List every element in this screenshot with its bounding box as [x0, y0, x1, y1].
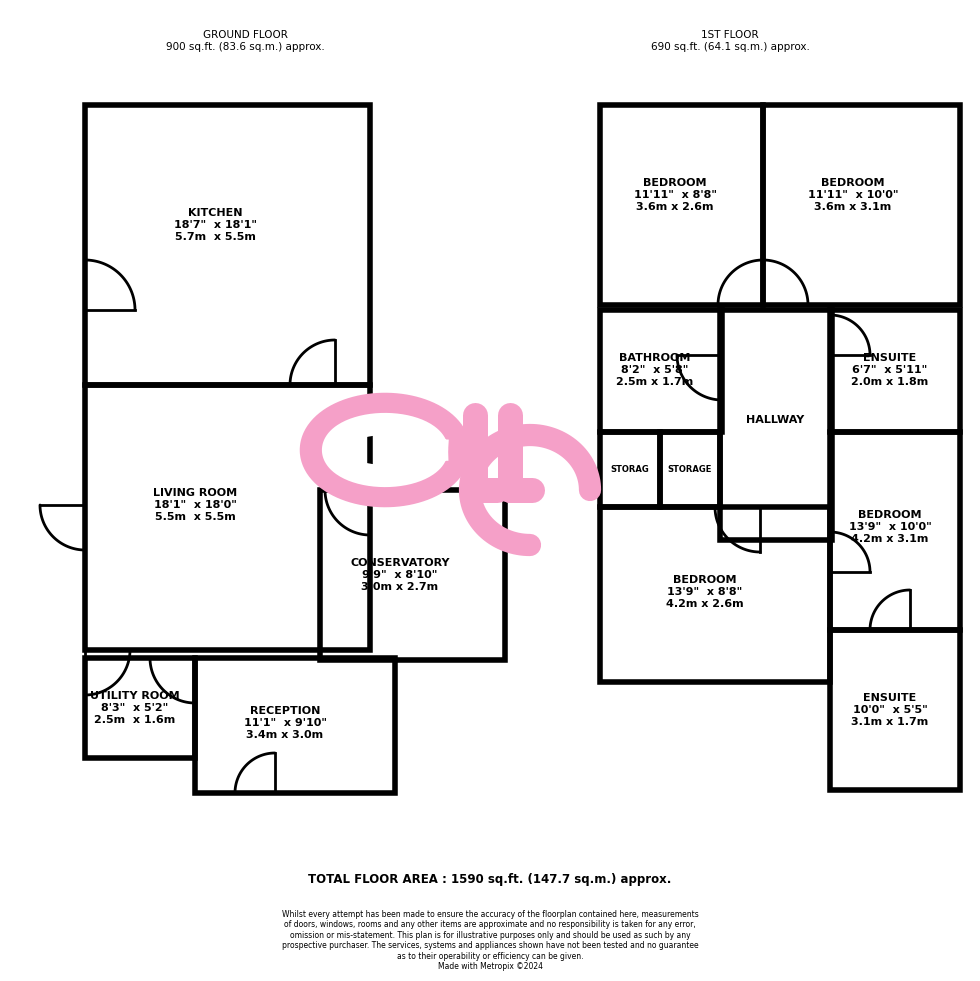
Bar	[600, 432, 660, 507]
Text: Whilst every attempt has been made to ensure the accuracy of the floorplan conta: Whilst every attempt has been made to en…	[281, 910, 699, 971]
Text: TOTAL FLOOR AREA : 1590 sq.ft. (147.7 sq.m.) approx.: TOTAL FLOOR AREA : 1590 sq.ft. (147.7 sq…	[309, 873, 671, 887]
Bar	[195, 658, 395, 793]
Text: UTILITY ROOM
8'3"  x 5'2"
2.5m  x 1.6m: UTILITY ROOM 8'3" x 5'2" 2.5m x 1.6m	[90, 692, 179, 725]
Bar	[660, 432, 720, 507]
Bar	[600, 507, 830, 682]
Bar	[85, 105, 370, 385]
Text: ENSUITE
6'7"  x 5'11"
2.0m x 1.8m: ENSUITE 6'7" x 5'11" 2.0m x 1.8m	[852, 353, 929, 387]
Text: BEDROOM
11'11"  x 8'8"
3.6m x 2.6m: BEDROOM 11'11" x 8'8" 3.6m x 2.6m	[633, 179, 716, 212]
Text: STORAG: STORAG	[611, 466, 650, 475]
Bar	[85, 385, 370, 650]
Text: RECEPTION
11'1"  x 9'10"
3.4m x 3.0m: RECEPTION 11'1" x 9'10" 3.4m x 3.0m	[243, 706, 326, 740]
Bar	[830, 432, 960, 630]
Text: HALLWAY: HALLWAY	[746, 415, 805, 425]
Bar	[320, 490, 505, 660]
Text: BEDROOM
13'9"  x 8'8"
4.2m x 2.6m: BEDROOM 13'9" x 8'8" 4.2m x 2.6m	[666, 576, 744, 608]
Bar	[85, 658, 195, 758]
Bar	[600, 105, 763, 305]
Text: 1ST FLOOR
690 sq.ft. (64.1 sq.m.) approx.: 1ST FLOOR 690 sq.ft. (64.1 sq.m.) approx…	[651, 30, 809, 52]
Text: ENSUITE
10'0"  x 5'5"
3.1m x 1.7m: ENSUITE 10'0" x 5'5" 3.1m x 1.7m	[852, 694, 929, 727]
Text: LIVING ROOM
18'1"  x 18'0"
5.5m  x 5.5m: LIVING ROOM 18'1" x 18'0" 5.5m x 5.5m	[153, 489, 237, 522]
Bar	[763, 105, 960, 305]
Text: STORAGE: STORAGE	[667, 466, 712, 475]
Bar	[720, 310, 832, 540]
Text: BEDROOM
11'11"  x 10'0"
3.6m x 3.1m: BEDROOM 11'11" x 10'0" 3.6m x 3.1m	[808, 179, 899, 212]
Text: GROUND FLOOR
900 sq.ft. (83.6 sq.m.) approx.: GROUND FLOOR 900 sq.ft. (83.6 sq.m.) app…	[166, 30, 324, 52]
Text: KITCHEN
18'7"  x 18'1"
5.7m  x 5.5m: KITCHEN 18'7" x 18'1" 5.7m x 5.5m	[173, 208, 257, 241]
Text: BATHROOM
8'2"  x 5'8"
2.5m x 1.7m: BATHROOM 8'2" x 5'8" 2.5m x 1.7m	[616, 353, 694, 387]
Bar	[830, 630, 960, 790]
Text: BEDROOM
13'9"  x 10'0"
4.2m x 3.1m: BEDROOM 13'9" x 10'0" 4.2m x 3.1m	[849, 510, 931, 543]
Bar	[830, 310, 960, 432]
Bar	[600, 310, 722, 432]
Text: CONSERVATORY
9'9"  x 8'10"
3.0m x 2.7m: CONSERVATORY 9'9" x 8'10" 3.0m x 2.7m	[350, 558, 450, 592]
